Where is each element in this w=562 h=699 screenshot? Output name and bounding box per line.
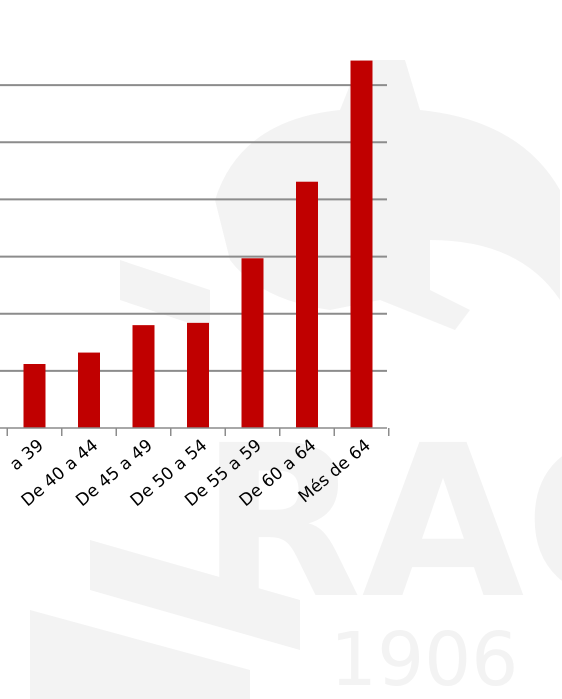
bar-5 bbox=[241, 258, 264, 428]
watermark-year: 1906 bbox=[330, 617, 518, 699]
bar-4 bbox=[187, 322, 209, 428]
bar-7 bbox=[350, 60, 373, 428]
bar-3 bbox=[132, 325, 155, 428]
bars bbox=[23, 60, 373, 428]
x-tick-label: a 39 bbox=[6, 436, 48, 475]
bar-6 bbox=[296, 181, 318, 428]
x-axis bbox=[0, 427, 390, 436]
watermark-crown-shape bbox=[215, 60, 560, 330]
bar-1 bbox=[23, 364, 46, 428]
bar-2 bbox=[78, 352, 100, 428]
watermark-stripe-1 bbox=[90, 540, 300, 650]
watermark-stripe-2 bbox=[30, 610, 250, 699]
watermark-text: RACC bbox=[200, 400, 562, 645]
watermark-stripe-3 bbox=[120, 260, 210, 330]
